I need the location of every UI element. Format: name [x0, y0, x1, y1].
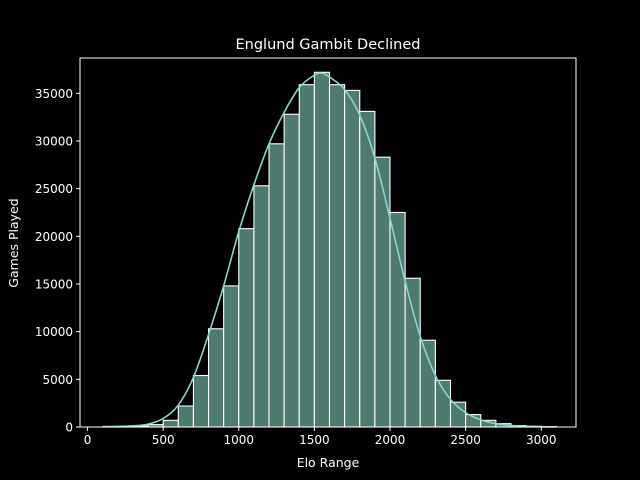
histogram-bar [404, 277, 421, 428]
histogram-bar [177, 405, 194, 428]
x-tick-label: 0 [84, 433, 92, 447]
y-axis-label: Games Played [6, 198, 21, 287]
y-tick-label: 5000 [42, 373, 73, 387]
x-tick-label: 1000 [224, 433, 255, 447]
x-tick-label: 2000 [375, 433, 406, 447]
histogram-bar [434, 379, 452, 428]
histogram-bar [359, 110, 376, 428]
histogram-bar [298, 84, 315, 428]
y-tick-label: 10000 [35, 325, 73, 339]
y-tick-label: 25000 [35, 182, 73, 196]
histogram-bar [192, 374, 210, 428]
y-tick-label: 35000 [35, 87, 73, 101]
x-tick-label: 1500 [299, 433, 330, 447]
histogram-bar [283, 113, 300, 428]
histogram-bar [268, 143, 285, 428]
histogram-bar [419, 339, 436, 428]
y-tick-label: 15000 [35, 277, 73, 291]
histogram-bar [207, 328, 225, 428]
y-tick-label: 0 [65, 421, 73, 435]
histogram-bar [374, 156, 391, 428]
kde-curve [102, 72, 554, 428]
histogram-bar [313, 71, 331, 428]
y-tick-label: 20000 [35, 230, 73, 244]
y-tick-label: 30000 [35, 134, 73, 148]
histogram-bar [389, 211, 406, 428]
histogram-bar [223, 285, 240, 428]
histogram-bar [162, 419, 179, 428]
x-axis-ticks: 0 500 1000 1500 2000 2500 3000 [84, 427, 557, 447]
histogram-bar [253, 185, 270, 428]
x-axis-label: Elo Range [297, 455, 360, 470]
x-tick-label: 500 [152, 433, 175, 447]
y-axis-ticks: 0 5000 10000 15000 20000 25000 30000 35000 [35, 87, 80, 435]
histogram-bar [344, 89, 361, 428]
x-tick-label: 3000 [526, 433, 557, 447]
plot-frame [79, 57, 577, 428]
x-tick-label: 2500 [450, 433, 481, 447]
histogram-bar [238, 228, 255, 428]
histogram-bar [328, 84, 346, 428]
chart-title: Englund Gambit Declined [236, 37, 421, 53]
histogram-bars [102, 71, 557, 428]
